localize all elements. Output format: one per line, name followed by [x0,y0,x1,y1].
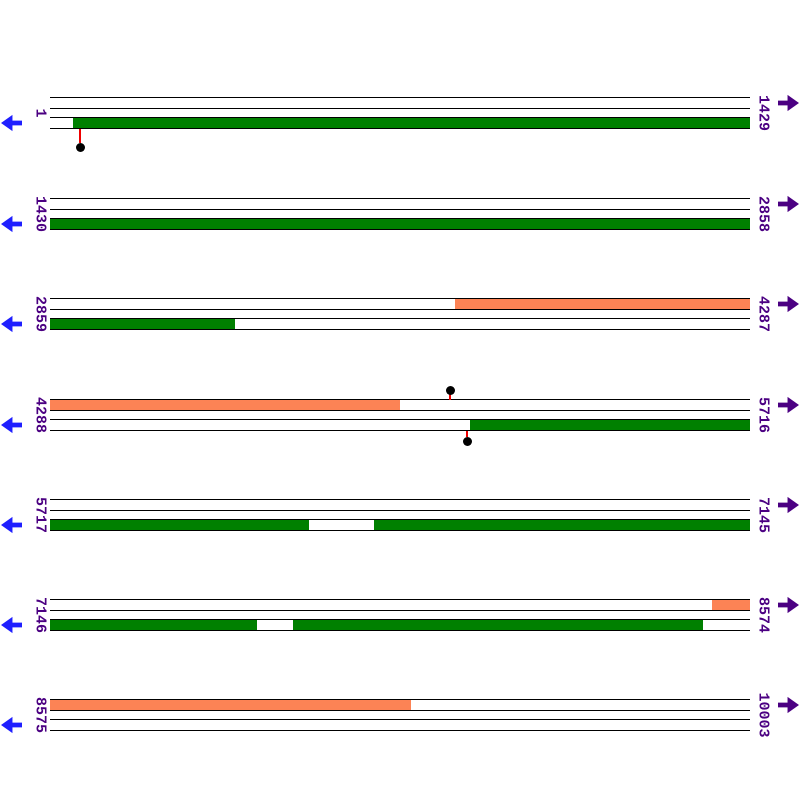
previous-segment-arrow-icon[interactable] [1,516,22,539]
top-strand-box [50,298,750,310]
feature-segment-forward[interactable] [50,319,235,329]
marker-dot[interactable] [75,143,85,152]
next-segment-arrow-icon[interactable] [778,396,799,419]
previous-segment-arrow-icon[interactable] [1,616,22,639]
previous-segment-arrow-icon[interactable] [1,215,22,238]
feature-segment-forward[interactable] [73,118,750,128]
top-strand-box [50,699,750,711]
feature-segment-reverse[interactable] [712,600,750,610]
marker-stem [466,431,468,437]
feature-segment-forward[interactable] [50,620,257,630]
row-start-label: 2859 [31,295,49,333]
row-end-label: 10003 [754,692,772,738]
feature-segment-reverse[interactable] [50,400,400,410]
next-segment-arrow-icon[interactable] [778,195,799,218]
top-strand-box [50,599,750,611]
row-end-label: 5716 [754,396,772,434]
previous-segment-arrow-icon[interactable] [1,114,22,137]
feature-segment-reverse[interactable] [455,299,750,309]
previous-segment-arrow-icon[interactable] [1,416,22,439]
previous-segment-arrow-icon[interactable] [1,315,22,338]
row-end-label: 1429 [754,94,772,132]
top-strand-box [50,97,750,109]
bottom-strand-box [50,419,750,431]
row-end-label: 8574 [754,596,772,634]
row-start-label: 8575 [31,696,49,734]
bottom-strand-box [50,117,750,129]
next-segment-arrow-icon[interactable] [778,94,799,117]
top-strand-box [50,198,750,210]
top-strand-box [50,399,750,411]
marker-dot[interactable] [462,437,472,446]
marker-stem [79,129,81,143]
row-start-label: 5717 [31,496,49,534]
feature-segment-forward[interactable] [50,520,309,530]
bottom-strand-box [50,318,750,330]
previous-segment-arrow-icon[interactable] [1,716,22,739]
feature-segment-forward[interactable] [50,219,750,229]
next-segment-arrow-icon[interactable] [778,295,799,318]
top-strand-box [50,499,750,511]
feature-segment-forward[interactable] [293,620,703,630]
marker-stem [449,394,451,400]
bottom-strand-box [50,218,750,230]
bottom-strand-box [50,519,750,531]
row-end-label: 2858 [754,195,772,233]
next-segment-arrow-icon[interactable] [778,496,799,519]
bottom-strand-box [50,719,750,731]
row-start-label: 7146 [31,596,49,634]
marker-dot[interactable] [445,386,455,395]
row-start-label: 1430 [31,195,49,233]
next-segment-arrow-icon[interactable] [778,596,799,619]
bottom-strand-box [50,619,750,631]
row-end-label: 7145 [754,496,772,534]
feature-segment-forward[interactable] [374,520,750,530]
row-start-label: 4288 [31,396,49,434]
feature-segment-reverse[interactable] [50,700,411,710]
row-start-label: 1 [31,108,49,118]
next-segment-arrow-icon[interactable] [778,696,799,719]
row-end-label: 4287 [754,295,772,333]
feature-segment-forward[interactable] [470,420,750,430]
